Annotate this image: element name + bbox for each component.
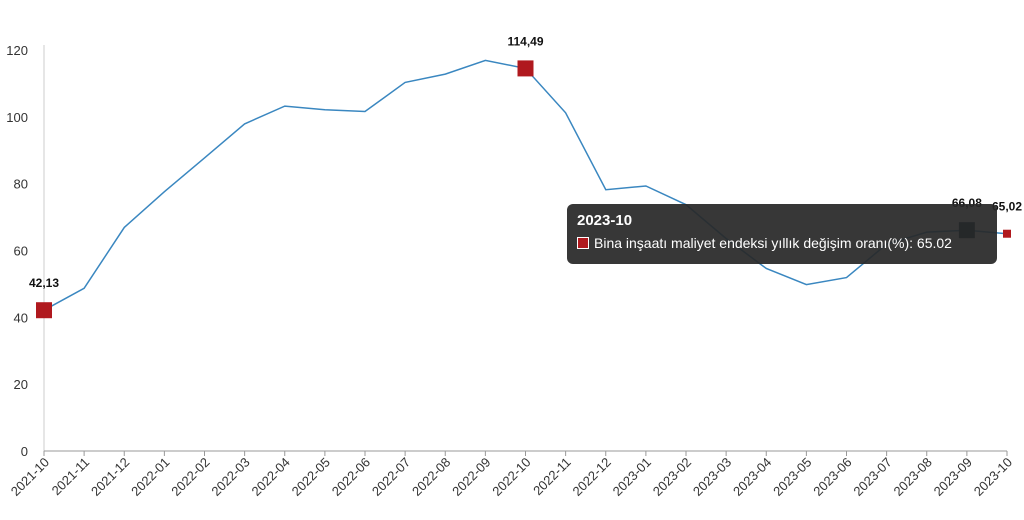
x-tick-label: 2023-02: [650, 455, 694, 499]
y-tick-label: 20: [14, 377, 28, 392]
data-marker[interactable]: [1003, 229, 1011, 238]
data-marker[interactable]: [36, 302, 52, 319]
y-tick-label: 0: [21, 444, 28, 459]
x-tick-label: 2022-04: [249, 455, 293, 499]
y-axis-ticks: 0 20 40 60 80 100 120: [6, 43, 28, 459]
x-tick-label: 2023-01: [610, 455, 654, 499]
y-tick-label: 60: [14, 244, 28, 259]
x-tick-label: 2022-01: [128, 455, 172, 499]
data-label: 65,02: [992, 200, 1022, 214]
x-tick-label: 2022-09: [449, 455, 493, 499]
x-tick-label: 2023-04: [730, 455, 774, 499]
x-axis-ticks: 2021-102021-112021-122022-012022-022022-…: [8, 451, 1015, 499]
data-label: 42,13: [29, 276, 59, 290]
y-tick-label: 40: [14, 310, 28, 325]
x-tick-label: 2023-07: [850, 455, 894, 499]
series-line-group: [43, 59, 1008, 311]
markers-group: [36, 60, 1011, 319]
x-tick-label: 2023-03: [690, 455, 734, 499]
x-tick-label: 2022-02: [168, 455, 212, 499]
tooltip-series-label: Bina inşaatı maliyet endeksi yıllık deği…: [594, 235, 952, 251]
tooltip-title: 2023-10: [577, 212, 633, 229]
series-line: [43, 59, 1008, 311]
x-tick-label: 2022-06: [329, 455, 373, 499]
x-tick-label: 2022-03: [208, 455, 252, 499]
tooltip-row: Bina inşaatı maliyet endeksi yıllık deği…: [577, 235, 987, 251]
x-tick-label: 2022-05: [289, 455, 333, 499]
y-tick-label: 80: [14, 177, 28, 192]
data-label: 114,49: [507, 34, 543, 48]
x-tick-label: 2021-11: [49, 455, 93, 499]
y-tick-label: 120: [6, 43, 28, 58]
x-tick-label: 2023-06: [810, 455, 854, 499]
x-tick-label: 2022-10: [489, 455, 533, 499]
x-tick-label: 2023-05: [770, 455, 814, 499]
tooltip-swatch: [577, 237, 589, 249]
tooltip: 2023-10 Bina inşaatı maliyet endeksi yıl…: [567, 204, 997, 264]
x-tick-label: 2022-11: [530, 455, 574, 499]
x-tick-label: 2023-10: [971, 455, 1015, 499]
x-tick-label: 2022-08: [409, 455, 453, 499]
x-tick-label: 2023-08: [891, 455, 935, 499]
x-tick-label: 2022-07: [369, 455, 413, 499]
y-tick-label: 100: [6, 110, 28, 125]
x-tick-label: 2021-12: [88, 455, 132, 499]
x-tick-label: 2023-09: [931, 455, 975, 499]
x-tick-label: 2022-12: [570, 455, 614, 499]
data-marker[interactable]: [517, 60, 534, 77]
x-tick-label: 2021-10: [8, 455, 52, 499]
